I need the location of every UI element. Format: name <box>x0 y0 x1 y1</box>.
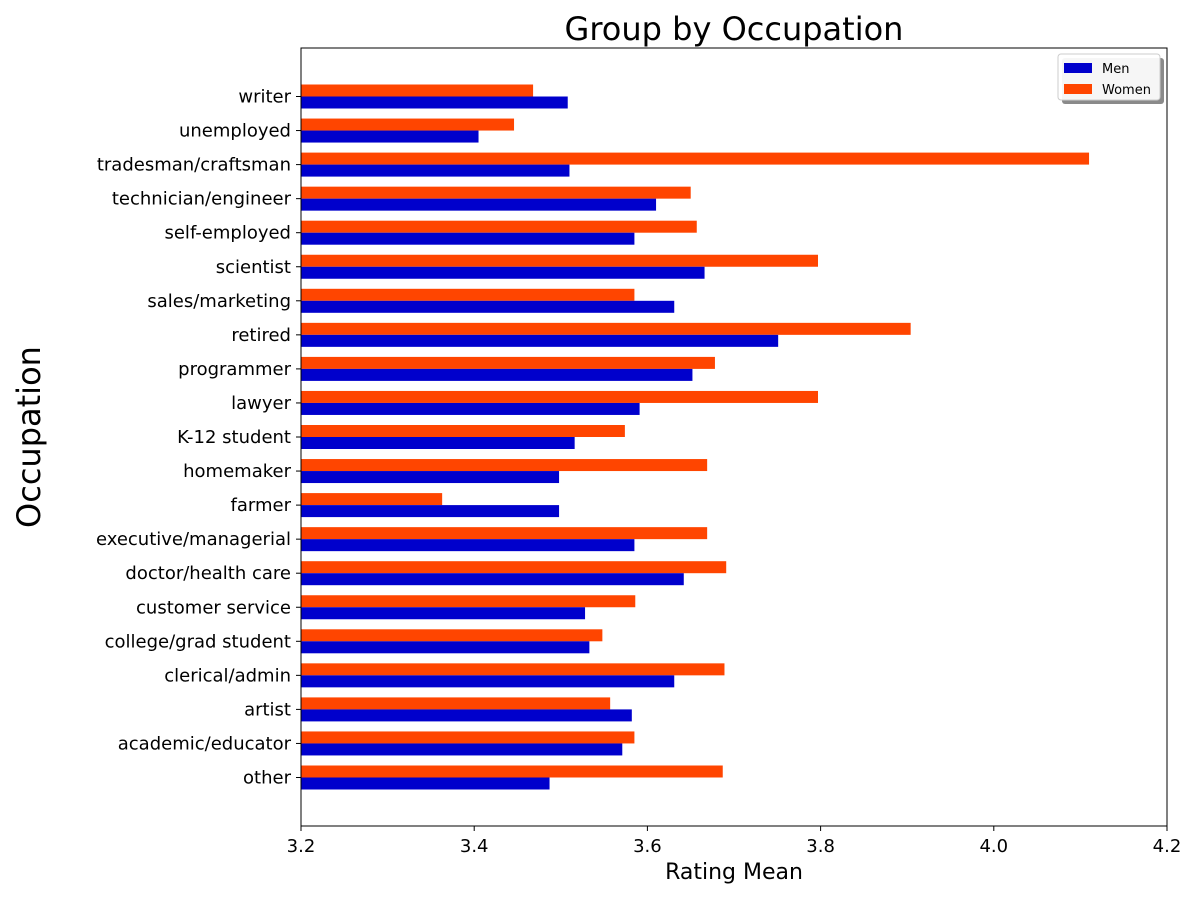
y-tick-label-retired: retired <box>231 325 291 346</box>
bar-men-executive-managerial <box>301 539 635 552</box>
y-tick-label-customer-service: customer service <box>136 597 291 618</box>
y-tick-label-artist: artist <box>244 699 291 720</box>
x-tick-label-3-6: 3.6 <box>633 836 662 857</box>
y-tick-label-doctor-health-care: doctor/health care <box>125 563 291 584</box>
x-tick-label-3-8: 3.8 <box>806 836 835 857</box>
bar-men-technician-engineer <box>301 198 657 211</box>
legend-label-men: Men <box>1102 62 1129 77</box>
bar-men-farmer <box>301 505 560 518</box>
x-tick-label-3-4: 3.4 <box>460 836 489 857</box>
bar-men-scientist <box>301 266 705 279</box>
bar-men-k-12-student <box>301 437 575 449</box>
y-axis-label: Occupation <box>10 346 48 528</box>
bar-women-executive-managerial <box>301 527 708 540</box>
y-tick-label-programmer: programmer <box>178 359 291 380</box>
bar-men-sales-marketing <box>301 300 675 313</box>
x-tick-label-4-0: 4.0 <box>979 836 1008 857</box>
x-tick-label-3-2: 3.2 <box>287 836 316 857</box>
y-tick-label-writer: writer <box>238 87 291 108</box>
bar-women-farmer <box>301 493 443 506</box>
bar-men-customer-service <box>301 607 586 620</box>
y-tick-label-executive-managerial: executive/managerial <box>96 529 291 550</box>
bar-women-homemaker <box>301 459 708 472</box>
bar-men-artist <box>301 709 632 722</box>
bar-women-sales-marketing <box>301 288 635 301</box>
bar-women-technician-engineer <box>301 186 691 199</box>
y-tick-label-unemployed: unemployed <box>179 121 291 142</box>
y-tick-label-self-employed: self-employed <box>164 223 291 244</box>
bar-men-self-employed <box>301 232 635 245</box>
bar-men-doctor-health-care <box>301 573 684 586</box>
bar-men-academic-educator <box>301 743 623 756</box>
y-tick-label-farmer: farmer <box>231 495 292 516</box>
bar-men-lawyer <box>301 402 640 415</box>
y-tick-label-k-12-student: K-12 student <box>177 427 291 448</box>
legend-items: Men Women <box>1064 62 1151 98</box>
bar-women-tradesman-craftsman <box>301 152 1090 165</box>
bar-women-customer-service <box>301 595 636 608</box>
bar-women-artist <box>301 697 611 710</box>
bar-men-clerical-admin <box>301 675 675 688</box>
bar-women-scientist <box>301 254 819 267</box>
bar-women-unemployed <box>301 118 515 131</box>
bar-men-retired <box>301 334 779 347</box>
bar-men-homemaker <box>301 471 560 484</box>
bar-women-clerical-admin <box>301 663 725 676</box>
bar-women-other <box>301 765 723 778</box>
legend-swatch-women <box>1064 84 1092 94</box>
y-tick-label-college-grad-student: college/grad student <box>105 631 291 652</box>
bar-men-college-grad-student <box>301 641 590 654</box>
bar-men-tradesman-craftsman <box>301 164 570 177</box>
bar-women-doctor-health-care <box>301 561 727 574</box>
bar-men-writer <box>301 96 568 109</box>
bar-women-writer <box>301 84 534 97</box>
bar-women-college-grad-student <box>301 629 603 642</box>
bar-women-k-12-student <box>301 425 625 437</box>
bar-women-programmer <box>301 356 715 369</box>
x-axis-label: Rating Mean <box>665 860 803 885</box>
y-tick-label-scientist: scientist <box>216 257 291 278</box>
y-tick-label-other: other <box>243 768 292 789</box>
bar-women-academic-educator <box>301 731 635 744</box>
x-tick-labels: 3.2 3.4 3.6 3.8 4.0 4.2 <box>287 826 1182 857</box>
bar-women-self-employed <box>301 220 697 233</box>
legend: Men Women <box>1057 53 1164 104</box>
legend-swatch-men <box>1064 63 1092 73</box>
x-tick-label-4-2: 4.2 <box>1153 836 1182 857</box>
y-tick-label-sales-marketing: sales/marketing <box>147 291 291 312</box>
y-tick-label-homemaker: homemaker <box>183 461 291 482</box>
bar-women-lawyer <box>301 390 819 403</box>
y-tick-label-lawyer: lawyer <box>231 393 291 414</box>
y-tick-label-academic-educator: academic/educator <box>118 733 292 754</box>
bar-men-programmer <box>301 368 693 381</box>
bars-layer <box>301 84 1090 790</box>
legend-label-women: Women <box>1102 83 1151 98</box>
y-tick-label-tradesman-craftsman: tradesman/craftsman <box>97 155 291 176</box>
y-tick-label-technician-engineer: technician/engineer <box>112 189 292 210</box>
chart-title: Group by Occupation <box>565 10 904 48</box>
y-tick-label-clerical-admin: clerical/admin <box>164 665 291 686</box>
bar-men-other <box>301 777 550 790</box>
bar-women-retired <box>301 322 911 335</box>
bar-men-unemployed <box>301 130 479 143</box>
y-tick-labels: other academic/educator artist clerical/adm… <box>96 87 301 789</box>
